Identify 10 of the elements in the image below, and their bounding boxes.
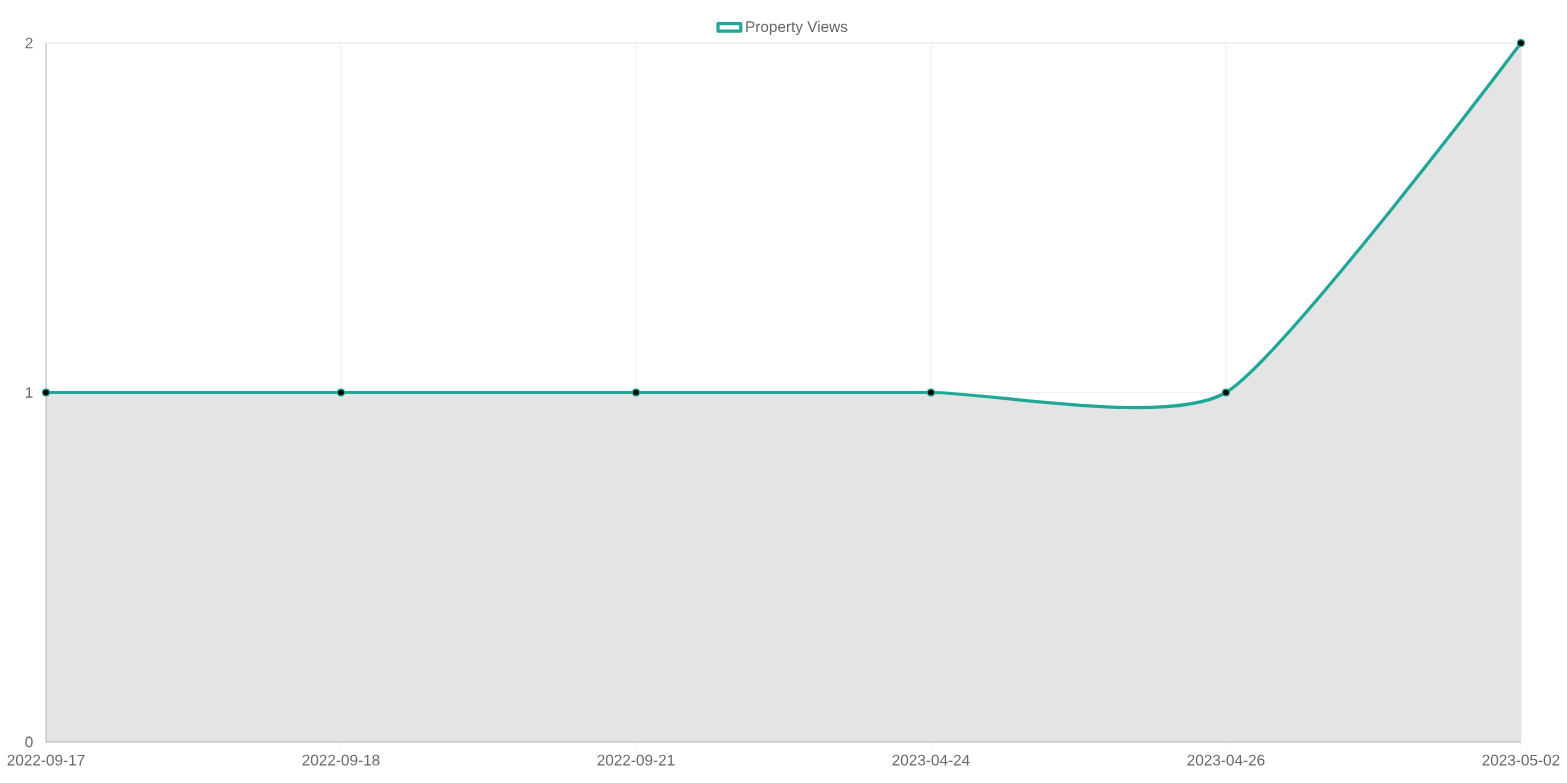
x-tick-label: 2022-09-21 [597,754,675,766]
x-tick-label: 2023-04-26 [1187,754,1265,766]
x-tick-label: 2022-09-17 [7,754,85,766]
x-tick-label: 2023-05-02 [1482,754,1560,766]
y-tick-label: 1 [25,387,33,398]
x-tick-label: 2022-09-18 [302,754,380,766]
legend-label: Property Views [746,20,848,36]
x-tick-label: 2023-04-24 [892,754,970,766]
y-tick-label: 2 [25,37,33,49]
y-tick-label: 0 [25,736,33,748]
